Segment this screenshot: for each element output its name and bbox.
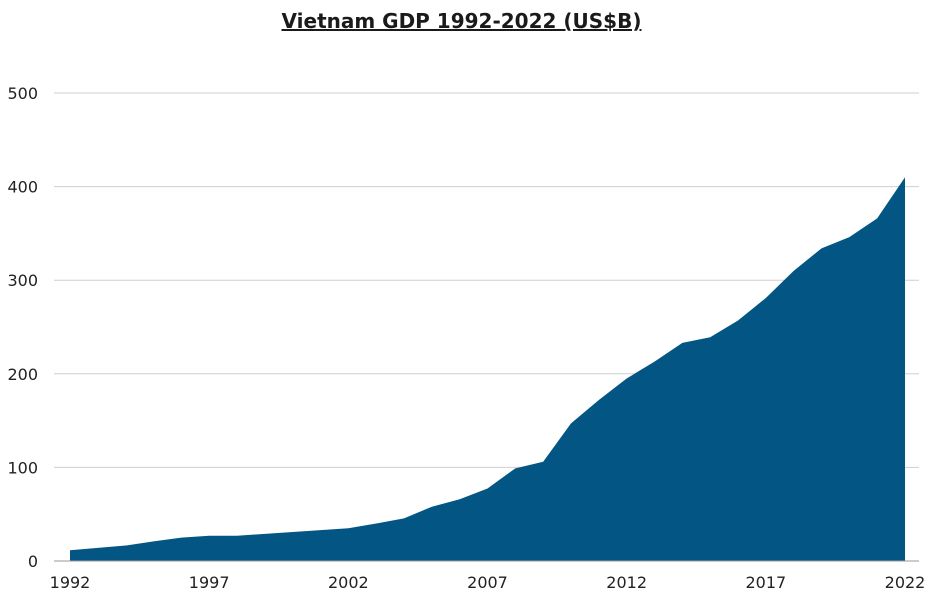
x-tick-label: 2012 — [606, 573, 647, 589]
y-tick-label: 200 — [7, 365, 38, 384]
chart-title: Vietnam GDP 1992-2022 (US$B) — [281, 9, 642, 33]
y-tick-label: 300 — [7, 271, 38, 290]
y-tick-label: 0 — [28, 552, 38, 571]
x-tick-label: 2007 — [467, 573, 508, 589]
y-tick-label: 100 — [7, 458, 38, 477]
x-tick-label: 2002 — [328, 573, 369, 589]
y-tick-label: 400 — [7, 178, 38, 197]
x-tick-label: 2017 — [745, 573, 786, 589]
x-tick-label: 1992 — [50, 573, 91, 589]
x-tick-label: 1997 — [189, 573, 230, 589]
axes: 0 100 200 300 400 500 1992 1997 2002 2007 2012 2017… — [7, 84, 925, 589]
y-tick-label: 500 — [7, 84, 38, 103]
area-fill — [70, 177, 905, 562]
x-tick-label: 2022 — [885, 573, 926, 589]
area-series — [70, 177, 905, 562]
